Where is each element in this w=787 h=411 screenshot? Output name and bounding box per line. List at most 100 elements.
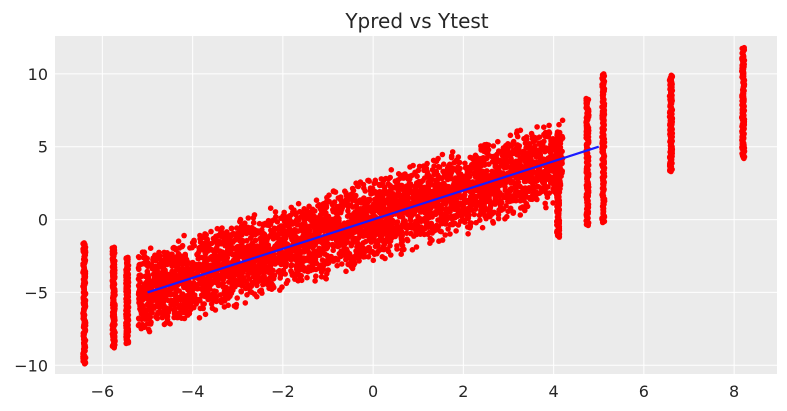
data-point (351, 210, 357, 217)
data-point (260, 230, 267, 237)
data-point (438, 228, 445, 235)
data-point (313, 197, 320, 203)
data-point (381, 197, 388, 203)
data-point (335, 215, 342, 222)
data-point (294, 215, 301, 222)
data-point (483, 205, 489, 212)
data-point (260, 264, 266, 270)
data-point (334, 262, 341, 269)
data-point (111, 244, 118, 251)
data-point (145, 271, 151, 277)
data-point (529, 196, 535, 203)
data-point (421, 231, 428, 238)
data-point (148, 308, 154, 314)
data-point (285, 250, 291, 257)
data-point (407, 176, 413, 182)
data-point (494, 151, 501, 157)
data-point (192, 298, 198, 304)
data-point (424, 169, 431, 175)
chart-title: Ypred vs Ytest (344, 9, 488, 33)
data-point (546, 122, 552, 129)
data-point (481, 162, 488, 168)
data-point (431, 171, 437, 178)
data-point (481, 170, 488, 177)
data-point (377, 232, 384, 239)
data-point (523, 144, 529, 151)
data-point (344, 239, 351, 245)
data-point (530, 169, 537, 175)
data-point (166, 252, 173, 259)
data-point (550, 200, 556, 206)
data-point (203, 285, 209, 292)
data-point (144, 260, 151, 267)
data-point (181, 283, 187, 290)
data-point (541, 124, 547, 130)
data-point (454, 185, 461, 192)
data-point (319, 257, 326, 263)
data-point (440, 211, 446, 218)
data-point (435, 201, 442, 208)
data-point (273, 243, 280, 249)
data-point (258, 257, 265, 264)
data-point (261, 244, 268, 250)
data-point (533, 189, 540, 195)
data-point (510, 193, 516, 199)
data-point (429, 237, 435, 244)
data-point (230, 287, 236, 294)
data-point (419, 196, 426, 202)
data-point (312, 278, 318, 284)
data-point (159, 314, 166, 321)
data-point (357, 197, 364, 203)
data-point (225, 279, 232, 285)
data-point (413, 244, 420, 250)
data-point (439, 237, 446, 243)
data-point (218, 274, 225, 281)
data-point (345, 196, 352, 202)
data-point (161, 321, 168, 328)
data-point (396, 185, 403, 191)
data-point (280, 253, 286, 259)
data-point (386, 228, 392, 235)
data-point (262, 248, 268, 254)
data-point (443, 217, 450, 223)
data-point (600, 71, 607, 77)
data-point (146, 328, 153, 335)
data-point (490, 143, 497, 149)
data-point (165, 257, 171, 264)
data-point (404, 192, 411, 198)
data-point (222, 242, 228, 249)
data-point (439, 220, 446, 227)
data-point (288, 262, 294, 269)
data-point (442, 200, 448, 206)
data-point (271, 227, 278, 233)
data-point (291, 220, 297, 226)
data-point (178, 307, 184, 313)
data-point (472, 162, 479, 168)
data-point (468, 220, 474, 226)
data-point (362, 188, 369, 194)
data-point (304, 274, 310, 281)
data-point (250, 219, 257, 226)
data-point (200, 293, 207, 299)
data-point (224, 229, 230, 235)
data-point (471, 211, 478, 218)
data-point (358, 226, 364, 233)
data-point (195, 268, 201, 275)
data-point (173, 301, 179, 307)
data-point (181, 232, 187, 239)
data-point (425, 205, 432, 211)
data-point (376, 182, 383, 189)
data-point (344, 213, 351, 219)
data-point (476, 172, 483, 178)
data-point (465, 231, 471, 237)
data-point (399, 243, 406, 249)
data-point (248, 242, 254, 249)
data-point (373, 224, 379, 230)
data-point (462, 160, 468, 167)
data-point (221, 288, 228, 295)
data-point (492, 198, 498, 204)
data-point (456, 159, 463, 166)
data-point (529, 133, 536, 139)
data-point (376, 247, 383, 253)
data-point (537, 151, 544, 158)
